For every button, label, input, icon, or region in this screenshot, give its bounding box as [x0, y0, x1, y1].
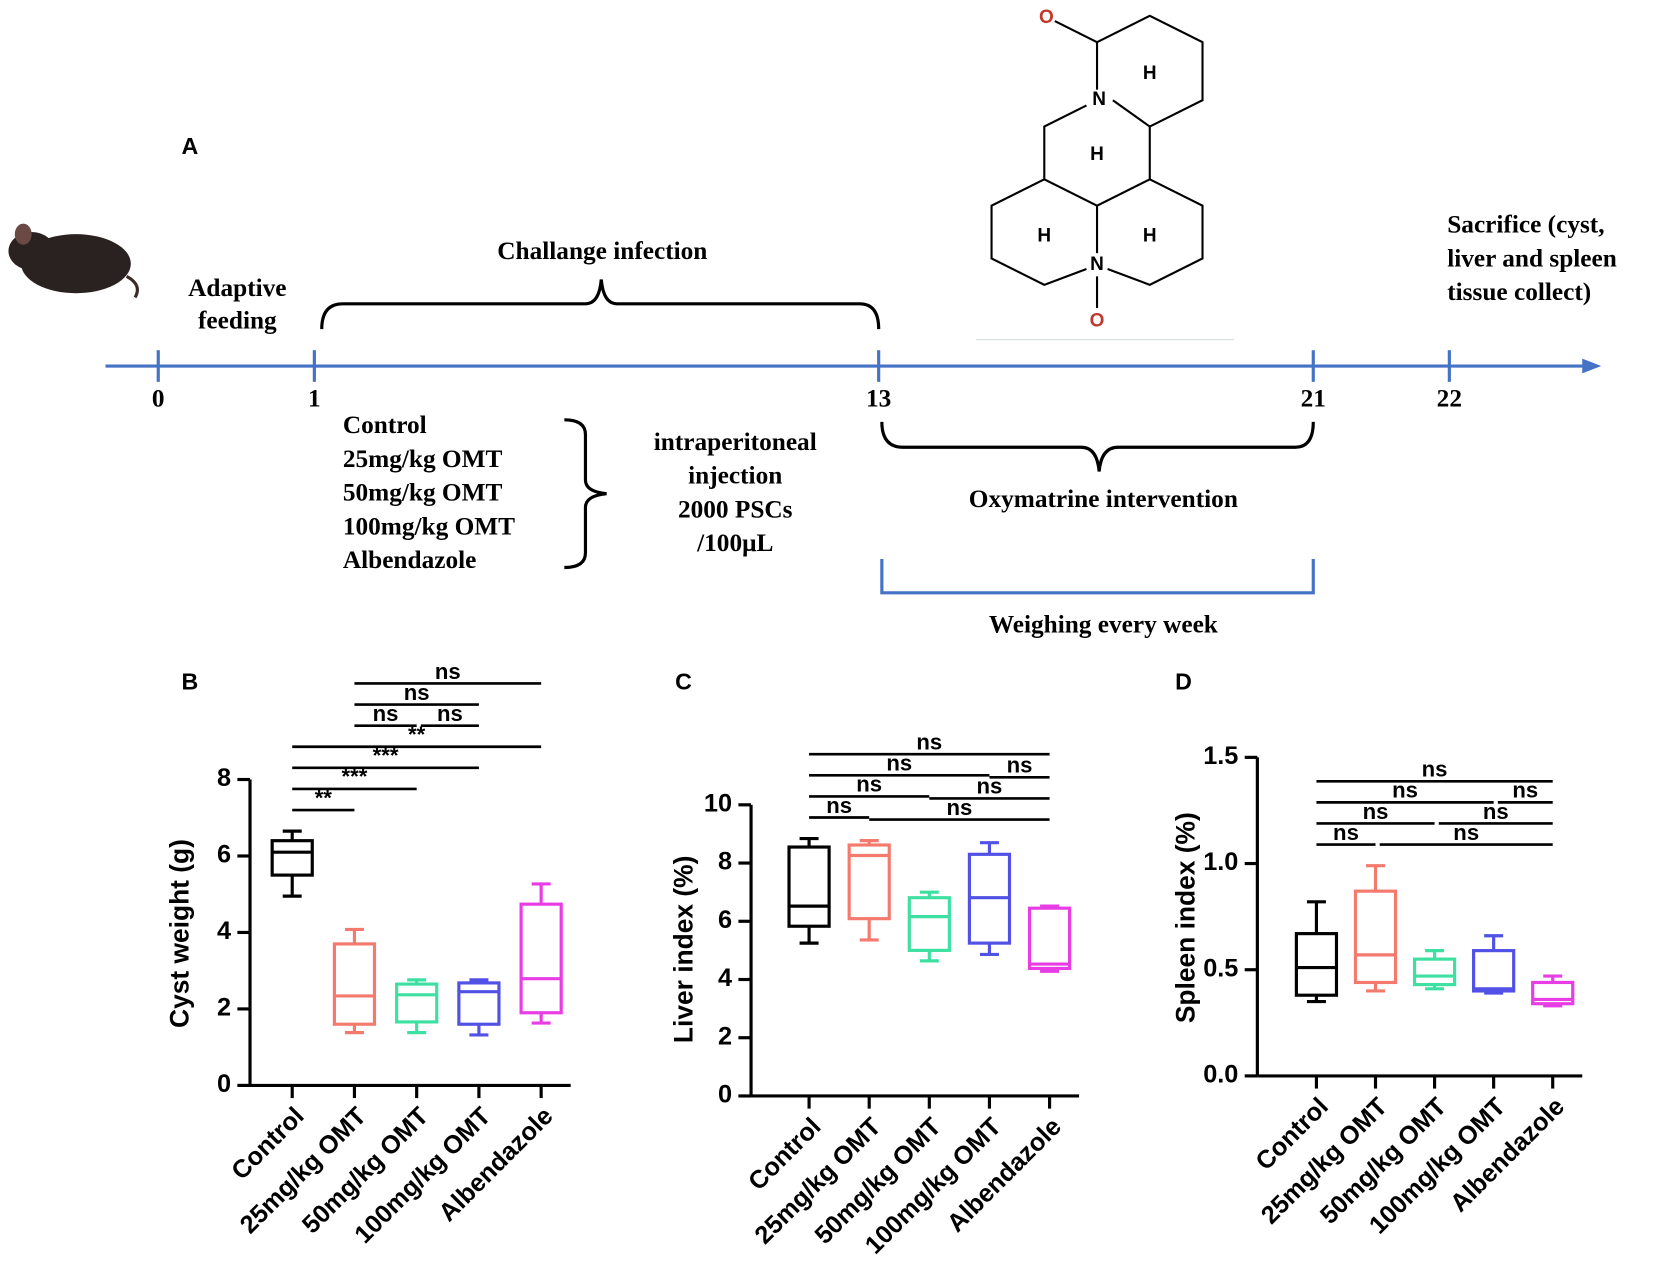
y-tick-label: 0.0 [1203, 1061, 1238, 1089]
intervention-label: Oxymatrine intervention [969, 485, 1238, 513]
braces [320, 279, 1315, 570]
y-tick-label: 1.0 [1203, 848, 1238, 876]
panel-label: A [181, 133, 198, 159]
box [332, 942, 377, 1026]
challenge-label: Challange infection [497, 237, 707, 265]
comparison-label: ns [435, 659, 461, 684]
y-tick-label: 0.5 [1203, 954, 1238, 982]
atom-label: H [1090, 144, 1104, 165]
atom-label: H [1037, 225, 1051, 246]
y-tick-label: 2 [217, 994, 231, 1022]
comparison-label: ns [1422, 757, 1448, 782]
timeline-ticks [156, 350, 1451, 382]
atom-label: N [1090, 254, 1104, 275]
comparison-label: ns [1007, 753, 1033, 778]
sacrifice-label: liver and spleen [1447, 244, 1617, 272]
comparison-label: ** [408, 722, 426, 747]
day-label: 21 [1301, 385, 1326, 413]
y-axis-label: Spleen index (%) [1171, 812, 1201, 1023]
group-label: 50mg/kg OMT [343, 479, 503, 507]
mouse-icon [8, 223, 139, 299]
sacrifice-label: Sacrifice (cyst, [1447, 211, 1604, 239]
box [1472, 949, 1516, 993]
y-tick-label: 4 [217, 917, 231, 945]
panel-label: B [181, 669, 198, 695]
injection-label: 2000 PSCs [678, 495, 793, 523]
day-label: 22 [1437, 385, 1462, 413]
weighing-bracket [880, 559, 1315, 595]
box [457, 981, 501, 1026]
comparison-label: ns [916, 730, 942, 755]
y-axis-label: Liver index (%) [669, 856, 699, 1044]
box [1294, 932, 1339, 997]
box [1412, 957, 1457, 987]
group-label: 100mg/kg OMT [343, 512, 515, 540]
y-tick-label: 0 [217, 1070, 231, 1098]
box [907, 896, 951, 952]
y-tick-label: 8 [217, 764, 231, 792]
injection-label: intraperitoneal [654, 428, 817, 456]
y-tick-label: 8 [718, 848, 732, 876]
box [1353, 889, 1398, 985]
day-label: 13 [866, 385, 891, 413]
atom-label: O [1039, 7, 1054, 28]
injection-label: injection [688, 462, 782, 490]
comparison-label: ** [315, 785, 333, 810]
y-tick-label: 10 [704, 790, 732, 818]
box [1531, 980, 1575, 1006]
y-tick-label: 1.5 [1203, 742, 1238, 770]
adaptive-label: Adaptive [188, 274, 286, 302]
y-tick-label: 6 [217, 841, 231, 869]
y-tick-label: 4 [718, 964, 732, 992]
atom-label: H [1143, 225, 1157, 246]
y-axis-label: Cyst weight (g) [164, 839, 194, 1028]
chemical-structure [975, 14, 1235, 341]
atom-label: H [1143, 63, 1157, 84]
y-tick-label: 0 [718, 1081, 732, 1109]
atom-label: N [1092, 89, 1106, 110]
box [847, 843, 891, 921]
group-label: Control [343, 411, 427, 439]
box [270, 839, 314, 877]
group-label: Albendazole [343, 546, 477, 574]
y-tick-label: 2 [718, 1022, 732, 1050]
box [787, 845, 831, 928]
atom-label: O [1090, 311, 1105, 332]
box [1027, 906, 1072, 971]
day-label: 0 [152, 385, 165, 413]
weighing-label: Weighing every week [989, 610, 1219, 638]
day-label: 1 [308, 385, 321, 413]
timeline-arrow [1582, 358, 1602, 374]
sacrifice-label: tissue collect) [1447, 278, 1591, 306]
box [395, 982, 439, 1024]
injection-label: /100μL [696, 529, 773, 557]
y-tick-label: 6 [718, 906, 732, 934]
adaptive-label: feeding [198, 307, 277, 335]
panel-label: C [675, 669, 692, 695]
group-label: 25mg/kg OMT [343, 445, 503, 473]
panel-label: D [1175, 669, 1192, 695]
box [519, 902, 563, 1015]
